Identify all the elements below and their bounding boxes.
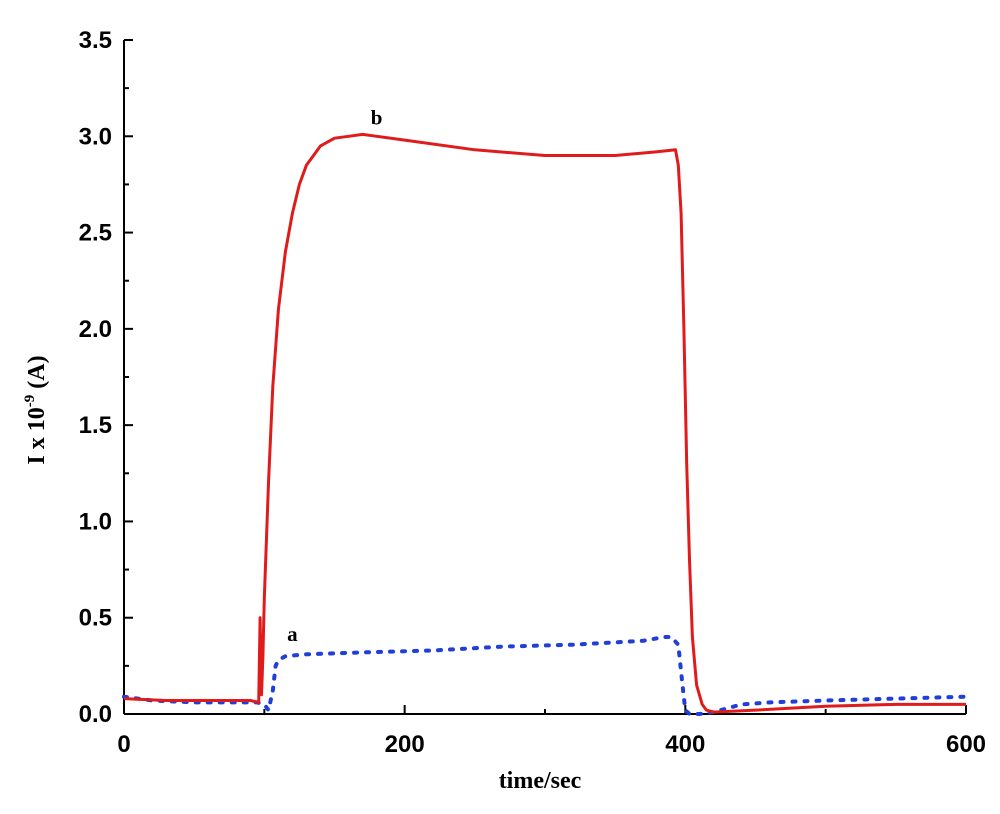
y-tick-label: 0.0 bbox=[79, 701, 112, 728]
y-tick-label: 2.5 bbox=[79, 220, 112, 247]
y-tick-label: 3.5 bbox=[79, 27, 112, 54]
y-axis-title-unit: (A) bbox=[24, 355, 50, 394]
x-tick-label: 0 bbox=[117, 731, 130, 758]
x-tick-label: 200 bbox=[385, 731, 425, 758]
y-tick-label: 1.0 bbox=[79, 508, 112, 535]
series-a-line bbox=[122, 635, 968, 716]
series-a-label: a bbox=[287, 622, 298, 646]
y-tick-label: 3.0 bbox=[79, 123, 112, 150]
x-axis-title: time/sec bbox=[499, 768, 582, 794]
series-layer: ab bbox=[122, 106, 968, 716]
x-tick-label: 400 bbox=[665, 731, 705, 758]
axes: 0.0 0.5 1.0 1.5 2.0 2.5 3.0 3.5 0 200 400 600 bbox=[79, 27, 986, 758]
y-axis-title: I x 10-9 (A) bbox=[22, 355, 50, 464]
series-b-line bbox=[123, 132, 966, 714]
x-tick-label: 600 bbox=[946, 731, 986, 758]
y-axis-title-main: I x 10 bbox=[24, 407, 50, 464]
y-axis-title-exponent: -9 bbox=[22, 395, 38, 408]
y-tick-label: 1.5 bbox=[79, 412, 112, 439]
y-tick-label: 2.0 bbox=[79, 316, 112, 343]
y-tick-label: 0.5 bbox=[79, 605, 112, 632]
series-b-label: b bbox=[371, 106, 383, 130]
